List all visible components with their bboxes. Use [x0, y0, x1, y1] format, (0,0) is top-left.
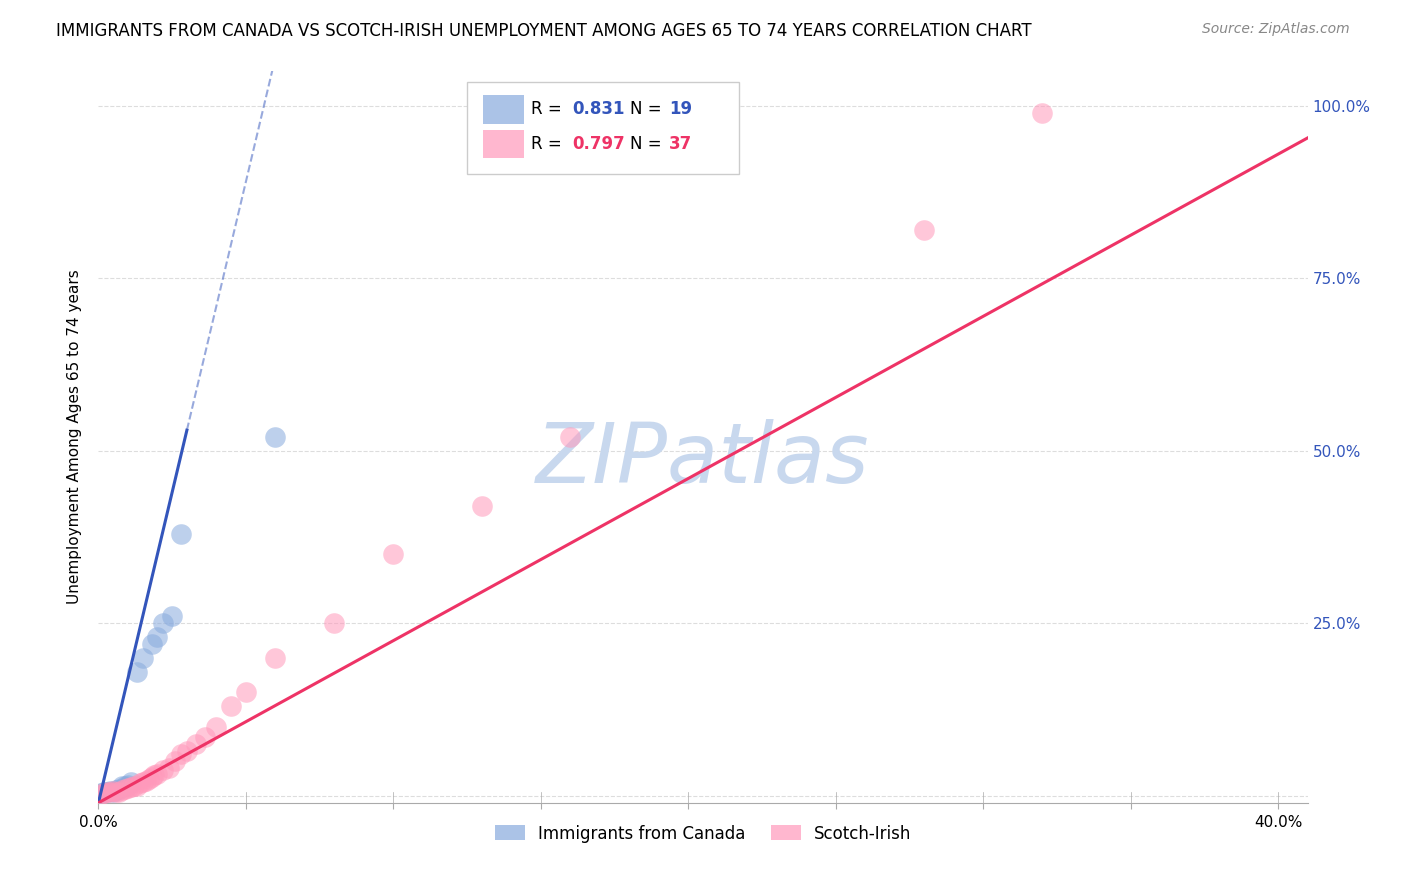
Point [131, 775, 153, 789]
Point [101, 785, 124, 799]
Point [157, 761, 180, 775]
Point [235, 685, 257, 699]
FancyBboxPatch shape [482, 130, 524, 159]
Point [117, 780, 139, 795]
FancyBboxPatch shape [482, 95, 524, 124]
Point [1031, 105, 1053, 120]
Point [96, 785, 118, 799]
Point [135, 773, 157, 788]
Point [125, 665, 148, 679]
Point [108, 785, 131, 799]
Point [117, 778, 139, 792]
Point [194, 731, 217, 745]
Text: IMMIGRANTS FROM CANADA VS SCOTCH-IRISH UNEMPLOYMENT AMONG AGES 65 TO 74 YEARS CO: IMMIGRANTS FROM CANADA VS SCOTCH-IRISH U… [56, 22, 1032, 40]
Y-axis label: Unemployment Among Ages 65 to 74 years: Unemployment Among Ages 65 to 74 years [67, 269, 83, 605]
Point [138, 772, 160, 786]
Point [143, 768, 166, 782]
Point [141, 637, 163, 651]
Point [98, 784, 121, 798]
Point [90, 787, 112, 801]
Point [165, 755, 187, 769]
Point [184, 737, 207, 751]
Point [93, 786, 115, 800]
Point [111, 783, 134, 797]
Point [205, 720, 228, 734]
Text: 19: 19 [669, 101, 692, 119]
Text: R =: R = [531, 135, 567, 153]
Point [111, 779, 134, 793]
Point [912, 223, 935, 237]
Point [90, 786, 112, 800]
Point [125, 779, 148, 793]
Point [105, 785, 128, 799]
Point [264, 651, 287, 665]
Point [152, 616, 174, 631]
Point [176, 744, 198, 758]
Text: 0.797: 0.797 [572, 135, 626, 153]
Point [146, 767, 169, 781]
FancyBboxPatch shape [467, 82, 740, 174]
Point [152, 763, 174, 777]
Point [128, 776, 150, 790]
Point [170, 747, 193, 762]
Point [114, 779, 136, 793]
Point [560, 430, 582, 444]
Point [98, 785, 121, 799]
Point [146, 630, 169, 644]
Text: 37: 37 [669, 135, 692, 153]
Point [114, 782, 136, 797]
Legend: Immigrants from Canada, Scotch-Irish: Immigrants from Canada, Scotch-Irish [488, 818, 918, 849]
Text: 0.831: 0.831 [572, 101, 624, 119]
Point [160, 609, 183, 624]
Point [323, 616, 346, 631]
Point [471, 499, 494, 513]
Text: N =: N = [630, 101, 668, 119]
Point [108, 782, 131, 797]
Point [101, 784, 124, 798]
Point [93, 785, 115, 799]
Point [219, 699, 242, 714]
Point [264, 430, 287, 444]
Point [120, 780, 142, 794]
Point [170, 526, 193, 541]
Point [382, 548, 405, 562]
Text: N =: N = [630, 135, 668, 153]
Text: ZIPatlas: ZIPatlas [536, 418, 870, 500]
Text: R =: R = [531, 101, 567, 119]
Point [141, 770, 163, 784]
Point [120, 775, 142, 789]
Point [105, 783, 128, 797]
Point [96, 785, 118, 799]
Point [131, 651, 153, 665]
Point [122, 779, 145, 793]
Text: Source: ZipAtlas.com: Source: ZipAtlas.com [1202, 22, 1350, 37]
